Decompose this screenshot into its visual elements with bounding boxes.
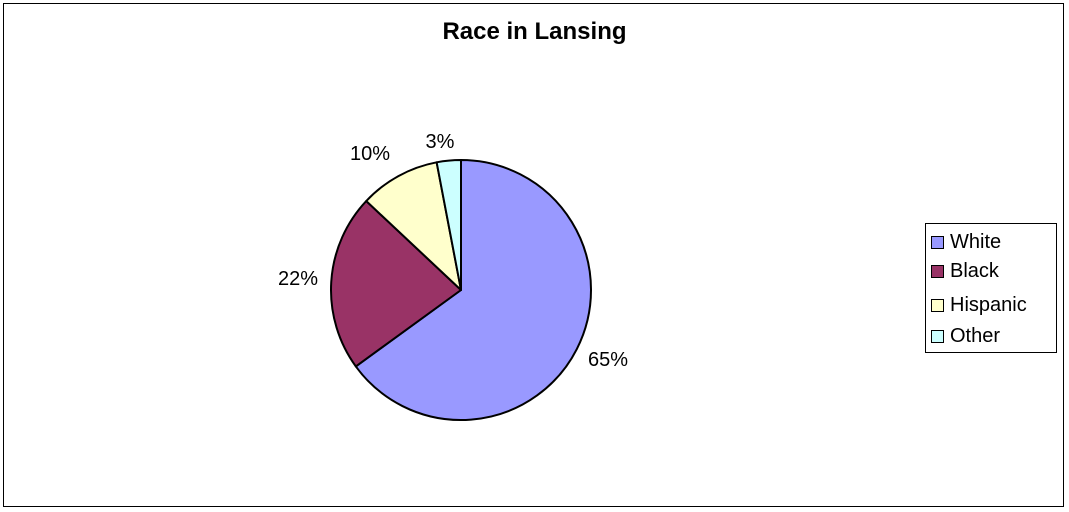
legend-label-hispanic: Hispanic [950, 293, 1027, 316]
legend-swatch-white [931, 235, 944, 249]
pie-slice-other [435, 158, 462, 291]
legend-item-hispanic: Hispanic [931, 293, 1027, 317]
legend: White Black Hispanic Other [925, 223, 1057, 353]
slice-label-hispanic: 10% [350, 143, 390, 165]
legend-item-black: Black [931, 259, 999, 283]
slice-label-black: 22% [278, 268, 318, 290]
legend-swatch-black [931, 264, 944, 278]
legend-item-other: Other [931, 324, 1000, 348]
pie-slice-white [354, 159, 592, 421]
pie-slice-hispanic [365, 161, 462, 291]
legend-label-black: Black [950, 259, 999, 282]
chart-title: Race in Lansing [442, 18, 627, 45]
slice-label-white: 65% [588, 349, 628, 371]
slice-label-other: 3% [426, 131, 455, 153]
legend-swatch-hispanic [931, 298, 944, 312]
legend-swatch-other [931, 329, 944, 343]
legend-item-white: White [931, 230, 1001, 254]
legend-label-other: Other [950, 324, 1001, 347]
legend-label-white: White [950, 230, 1002, 253]
pie-slice-black [330, 200, 462, 368]
